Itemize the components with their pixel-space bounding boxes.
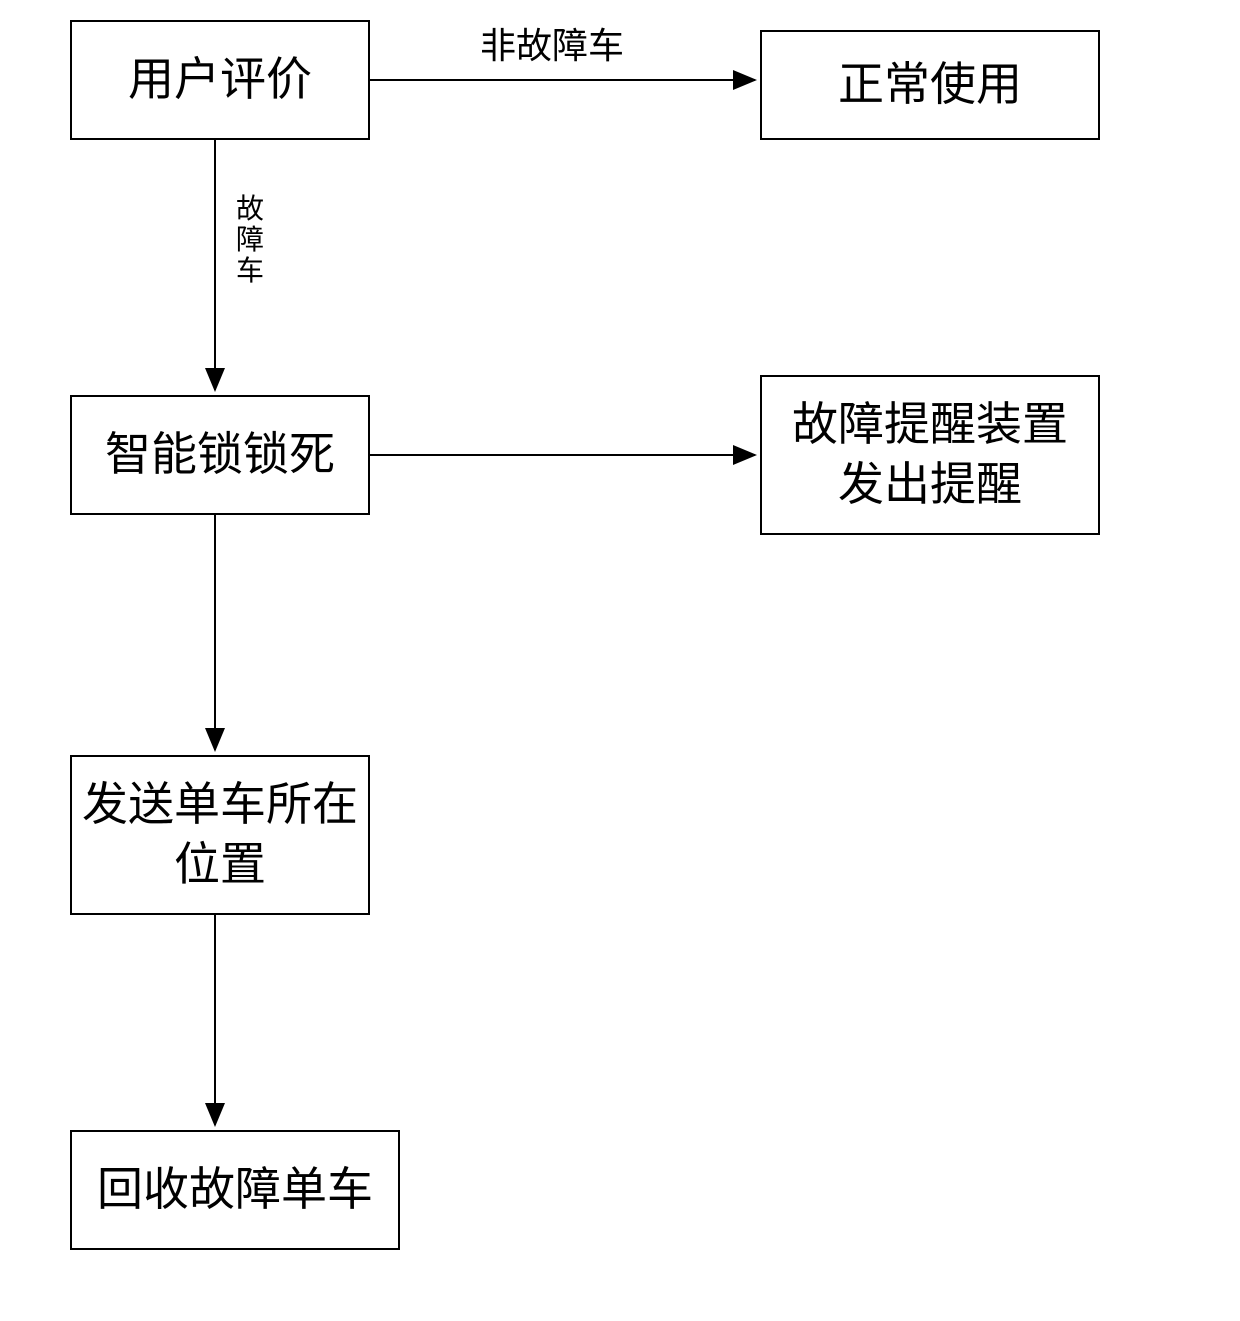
node-fault-remind-label: 故障提醒装置发出提醒 xyxy=(792,395,1068,515)
node-normal-use: 正常使用 xyxy=(760,30,1100,140)
edge-label-fault-text: 故障车 xyxy=(236,194,264,287)
node-send-location: 发送单车所在位置 xyxy=(70,755,370,915)
node-user-eval: 用户评价 xyxy=(70,20,370,140)
edge-label-fault: 故障车 xyxy=(235,195,265,287)
node-send-location-label: 发送单车所在位置 xyxy=(82,775,358,895)
flowchart-arrows xyxy=(0,0,1240,1321)
node-recover: 回收故障单车 xyxy=(70,1130,400,1250)
node-fault-remind: 故障提醒装置发出提醒 xyxy=(760,375,1100,535)
node-recover-label: 回收故障单车 xyxy=(97,1160,373,1220)
node-user-eval-label: 用户评价 xyxy=(128,50,312,110)
edge-label-non-fault: 非故障车 xyxy=(480,25,624,68)
node-smart-lock-label: 智能锁锁死 xyxy=(105,425,335,485)
node-normal-use-label: 正常使用 xyxy=(838,55,1022,115)
node-smart-lock: 智能锁锁死 xyxy=(70,395,370,515)
